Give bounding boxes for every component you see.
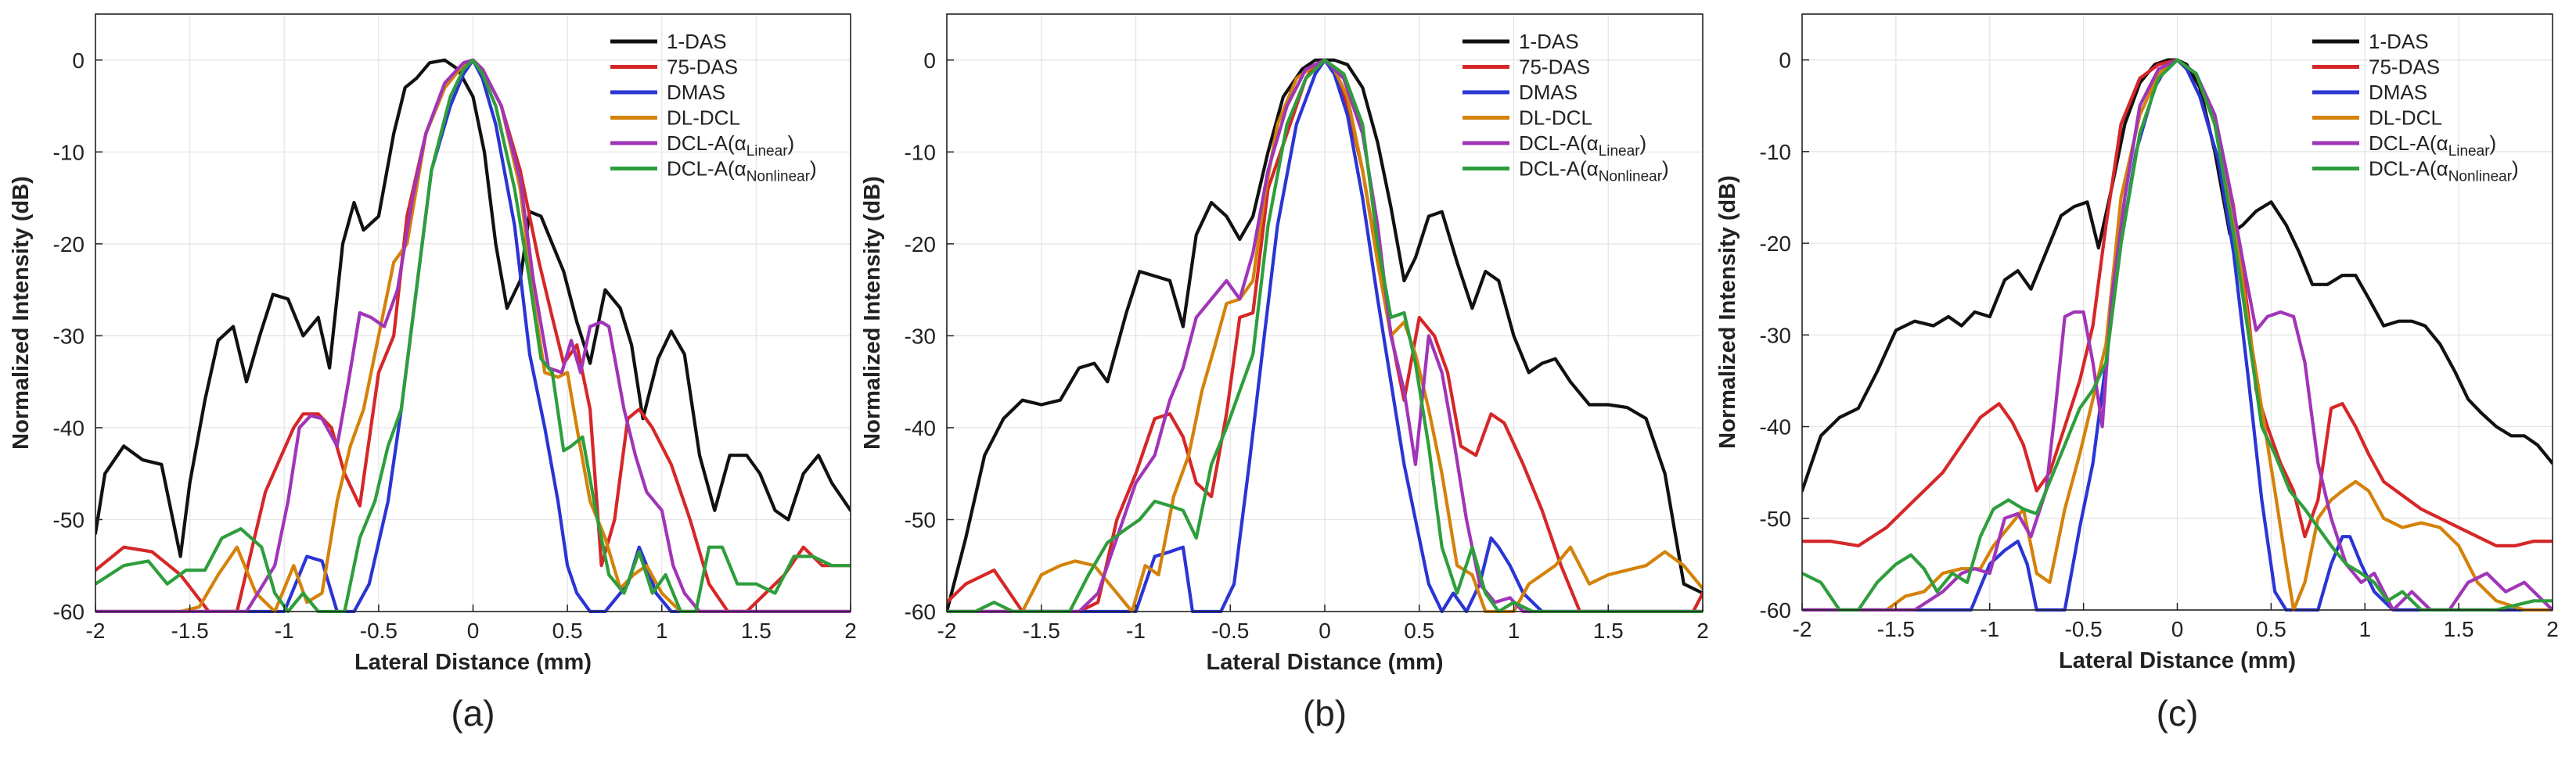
chart-c-legend-label-4: DCL-A(αLinear) [2369, 131, 2496, 160]
chart-b-xtick-label-6: 1 [1508, 619, 1520, 643]
chart-a-ytick-label-4: -40 [53, 416, 85, 440]
chart-b-ytick-label-0: 0 [923, 48, 936, 73]
chart-a-xtick-label-4: 0 [467, 619, 480, 643]
chart-a-ytick-label-6: -60 [53, 600, 85, 624]
chart-b-xtick-label-1: -1.5 [1023, 619, 1060, 643]
chart-c-series-group [1802, 58, 2553, 612]
chart-b-legend-label-4: DCL-A(αLinear) [1519, 131, 1646, 160]
chart-b-legend-label-2: DMAS [1519, 81, 1578, 104]
chart-c-caption: (c) [2157, 693, 2199, 734]
chart-c-xtick-label-5: 0.5 [2256, 617, 2286, 641]
chart-b-legend-label-1: 75-DAS [1519, 56, 1590, 79]
chart-c-ytick-label-6: -60 [1760, 598, 1791, 622]
chart-b-xtick-label-0: -2 [937, 619, 957, 643]
chart-c-xtick-label-6: 1 [2358, 617, 2371, 641]
chart-b-xtick-label-5: 0.5 [1404, 619, 1434, 643]
chart-a-ytick-label-1: -10 [53, 140, 85, 164]
chart-c-series-line-0 [1802, 58, 2553, 493]
chart-a-group: -2 -1.5 -1 -0.5 0 0.5 1 1.5 2 0 -10 -20 -30 -40 -50 -60… [9, 13, 857, 734]
chart-a-xlabel: Lateral Distance (mm) [354, 650, 592, 675]
chart-c-legend-label-3: DL-DCL [2369, 106, 2442, 130]
chart-b-caption: (b) [1303, 693, 1347, 734]
chart-b-xlabel: Lateral Distance (mm) [1207, 650, 1444, 675]
chart-a-legend-label-2: DMAS [667, 81, 725, 104]
chart-c-ytick-label-4: -40 [1760, 415, 1791, 439]
chart-a-ytick-label-5: -50 [53, 508, 85, 532]
chart-c-xtick-label-0: -2 [1793, 617, 1812, 641]
chart-c-group: -2 -1.5 -1 -0.5 0 0.5 1 1.5 2 0 -10 -20 -30 -40 -50 -60… [1715, 13, 2559, 734]
chart-a-xtick-label-1: -1.5 [171, 619, 209, 643]
chart-b-ytick-label-5: -50 [905, 508, 936, 532]
chart-b-xtick-label-8: 2 [1696, 619, 1709, 643]
chart-b-xtick-label-2: -1 [1126, 619, 1146, 643]
chart-b-xtick-label-7: 1.5 [1593, 619, 1624, 643]
chart-c-series-line-5 [1802, 58, 2553, 612]
chart-b-ytick-label-3: -30 [905, 324, 936, 348]
chart-c-legend-label-1: 75-DAS [2369, 56, 2440, 79]
chart-b-series-line-0 [947, 58, 1703, 613]
chart-b-legend-label-5: DCL-A(αNonlinear) [1519, 157, 1669, 185]
chart-b-ylabel: Normalized Intensity (dB) [860, 176, 885, 450]
chart-a-xtick-label-8: 2 [844, 619, 857, 643]
chart-a-xtick-label-5: 0.5 [552, 619, 583, 643]
chart-c-xtick-label-4: 0 [2171, 617, 2184, 641]
chart-a-caption: (a) [451, 693, 495, 734]
chart-c-ytick-label-2: -20 [1760, 231, 1791, 256]
chart-b-ytick-label-6: -60 [905, 600, 936, 624]
chart-c-xtick-label-7: 1.5 [2444, 617, 2474, 641]
chart-a-xtick-label-2: -1 [275, 619, 294, 643]
chart-a-ytick-label-0: 0 [72, 48, 85, 73]
chart-c-ytick-label-3: -30 [1760, 323, 1791, 347]
chart-c-legend-label-2: DMAS [2369, 81, 2427, 104]
chart-c-xtick-label-1: -1.5 [1877, 617, 1915, 641]
chart-c-xtick-label-2: -1 [1980, 617, 1999, 641]
chart-c-ytick-label-5: -50 [1760, 507, 1791, 531]
chart-a-xtick-label-3: -0.5 [360, 619, 398, 643]
chart-b-series-group [947, 58, 1703, 613]
chart-c-ytick-label-1: -10 [1760, 140, 1791, 164]
chart-b-ytick-label-1: -10 [905, 140, 936, 164]
chart-b-xtick-label-3: -0.5 [1211, 619, 1249, 643]
chart-a-xtick-label-6: 1 [656, 619, 668, 643]
chart-a-ytick-label-3: -30 [53, 324, 85, 348]
chart-b-ytick-label-4: -40 [905, 416, 936, 440]
chart-a-xtick-label-0: -2 [86, 619, 106, 643]
chart-a-ytick-label-2: -20 [53, 232, 85, 257]
chart-a-legend-label-3: DL-DCL [667, 106, 740, 130]
chart-a-legend-label-0: 1-DAS [667, 30, 727, 53]
chart-b-series-line-5 [947, 58, 1703, 613]
chart-b-legend-label-0: 1-DAS [1519, 30, 1579, 53]
chart-a-xtick-label-7: 1.5 [741, 619, 772, 643]
chart-b-series-line-1 [947, 58, 1703, 613]
chart-a-ylabel: Normalized Intensity (dB) [9, 176, 34, 450]
chart-c-xtick-label-8: 2 [2546, 617, 2559, 641]
chart-a-series-line-0 [95, 58, 851, 558]
chart-b-legend-label-3: DL-DCL [1519, 106, 1592, 130]
chart-a-legend-label-5: DCL-A(αNonlinear) [667, 157, 817, 185]
chart-c-ylabel: Normalized Intensity (dB) [1715, 175, 1740, 449]
chart-c-legend-label-5: DCL-A(αNonlinear) [2369, 157, 2519, 185]
chart-b-ytick-label-2: -20 [905, 232, 936, 257]
chart-c-xtick-label-3: -0.5 [2065, 617, 2103, 641]
chart-c-xlabel: Lateral Distance (mm) [2059, 648, 2296, 673]
chart-a-legend-label-4: DCL-A(αLinear) [667, 131, 794, 160]
chart-a-series-line-5 [95, 58, 851, 613]
chart-b-xtick-label-4: 0 [1319, 619, 1331, 643]
chart-b-group: -2 -1.5 -1 -0.5 0 0.5 1 1.5 2 0 -10 -20 -30 -40 -50 -60… [860, 13, 1709, 734]
chart-c-legend-label-0: 1-DAS [2369, 30, 2429, 53]
chart-c-ytick-label-0: 0 [1779, 48, 1791, 73]
chart-a-legend-label-1: 75-DAS [667, 56, 738, 79]
